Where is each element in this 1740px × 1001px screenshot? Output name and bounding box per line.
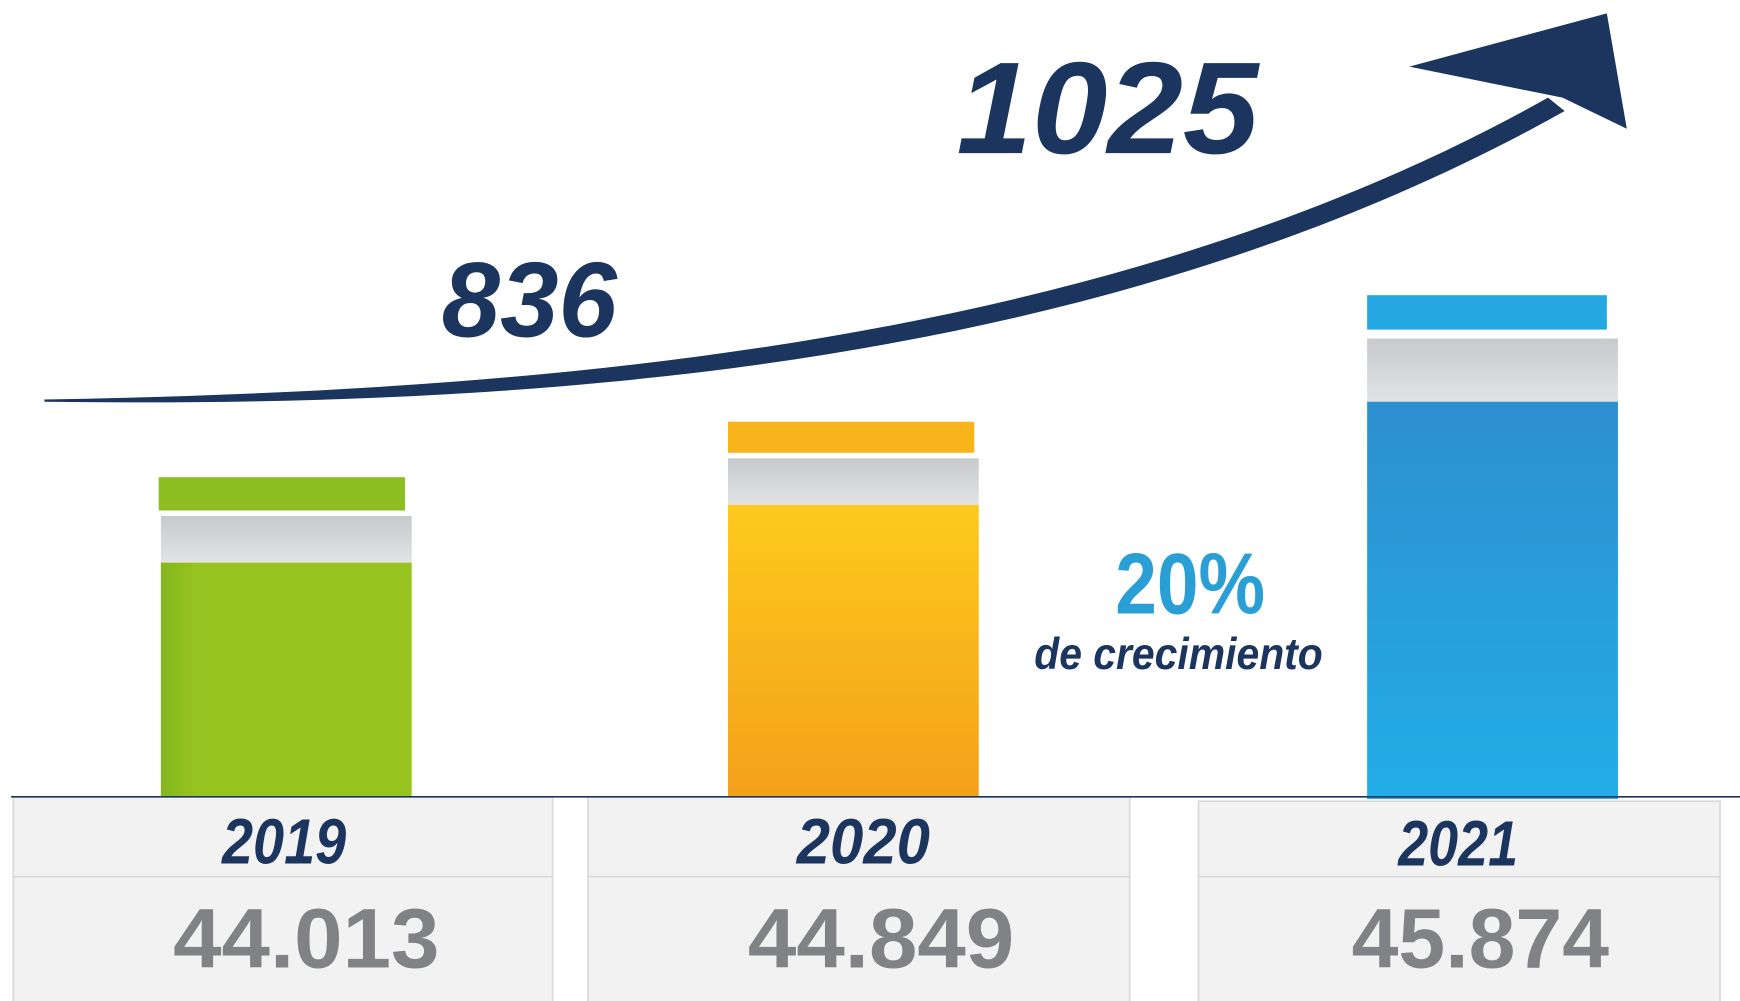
bar-2019 xyxy=(158,477,412,800)
value-label: 44.849 xyxy=(748,892,1014,986)
growth-percent: 20% xyxy=(1115,537,1265,633)
bar-2021 xyxy=(1367,295,1618,800)
year-label: 2021 xyxy=(1397,808,1518,880)
bar-2020 xyxy=(727,421,979,800)
growth-caption: de crecimiento xyxy=(1034,630,1323,679)
value-label: 44.013 xyxy=(173,892,439,986)
headline-end: 1025 xyxy=(957,34,1261,181)
year-label: 2020 xyxy=(796,805,930,877)
arrow-head xyxy=(1409,13,1627,129)
value-label: 45.874 xyxy=(1352,892,1610,986)
table xyxy=(12,795,1721,1001)
year-label: 2019 xyxy=(221,805,346,877)
growth-arrow xyxy=(44,97,1565,403)
headline-start: 836 xyxy=(442,240,618,359)
